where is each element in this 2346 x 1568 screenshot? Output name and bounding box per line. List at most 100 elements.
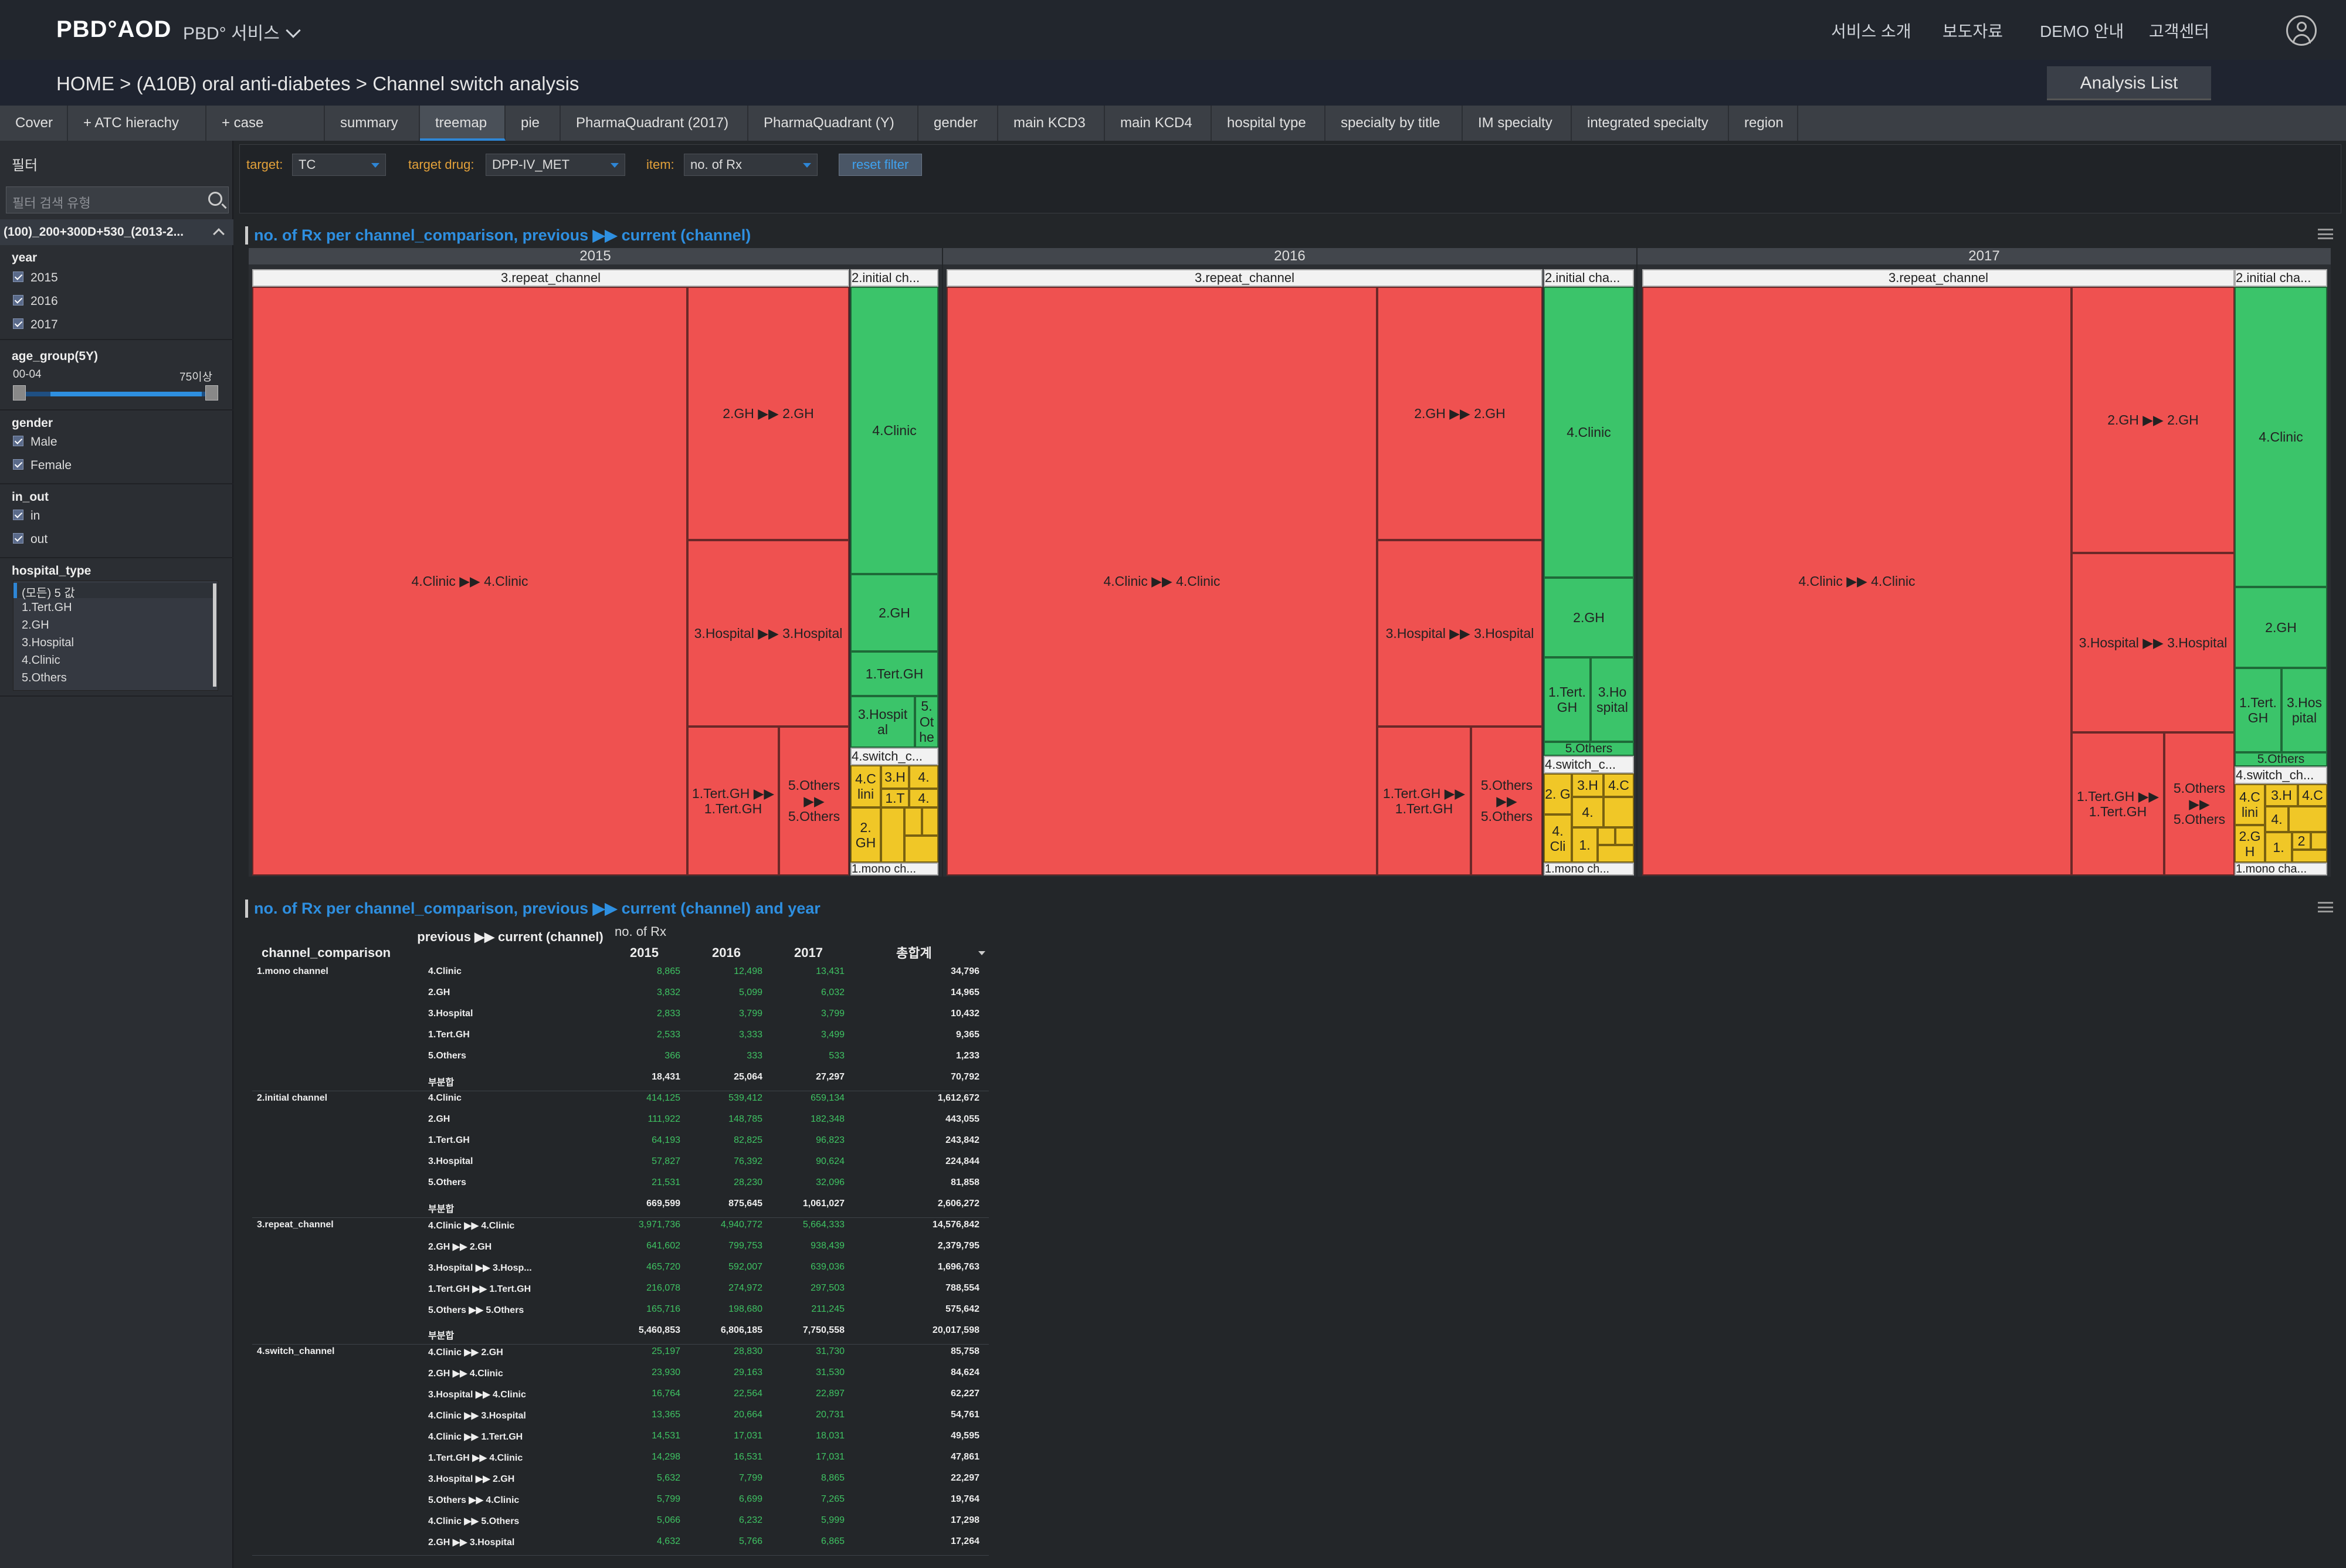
initial-hospital[interactable]: 3.Hos pital xyxy=(2281,668,2327,752)
tab-pharmaquadrant-2017[interactable]: PharmaQuadrant (2017) xyxy=(561,106,748,141)
nav-demo[interactable]: DEMO 안내 xyxy=(2040,22,2124,40)
repeat-gh-gh[interactable]: 2.GH ▶▶ 2.GH xyxy=(687,287,849,540)
year-2015-checkbox[interactable]: 2015 xyxy=(13,271,58,285)
tab-main-kcd4[interactable]: main KCD4 xyxy=(1105,106,1212,141)
hospital-item-tert-gh[interactable]: 1.Tert.GH xyxy=(22,601,72,614)
initial-tertgh[interactable]: 1.Tert. GH xyxy=(2235,668,2281,752)
switch-cell[interactable]: 1.T xyxy=(881,789,909,807)
nav-support[interactable]: 고객센터 xyxy=(2149,22,2210,40)
switch-cell[interactable]: 1. xyxy=(1572,827,1598,863)
year-2016-checkbox[interactable]: 2016 xyxy=(13,294,58,308)
checkbox-icon[interactable] xyxy=(13,295,23,306)
breadcrumb[interactable]: HOME > (A10B) oral anti-diabetes > Chann… xyxy=(56,73,579,94)
initial-clinic[interactable]: 4.Clinic xyxy=(850,287,938,574)
search-icon[interactable] xyxy=(208,192,222,206)
switch-cell-small[interactable] xyxy=(2311,832,2327,850)
initial-tertgh[interactable]: 1.Tert. GH xyxy=(1544,657,1591,742)
hospital-item-hospital[interactable]: 3.Hospital xyxy=(22,636,74,649)
switch-cell-small[interactable] xyxy=(2292,850,2327,863)
repeat-gh-gh[interactable]: 2.GH ▶▶ 2.GH xyxy=(1377,287,1542,540)
menu-icon[interactable] xyxy=(2318,229,2333,239)
switch-cell[interactable]: 4. xyxy=(1572,797,1603,827)
repeat-tertgh-tertgh[interactable]: 1.Tert.GH ▶▶ 1.Tert.GH xyxy=(687,727,779,875)
repeat-gh-gh[interactable]: 2.GH ▶▶ 2.GH xyxy=(2072,287,2235,553)
switch-cell[interactable]: 3.H xyxy=(881,765,909,789)
repeat-hospital-hospital[interactable]: 3.Hospital ▶▶ 3.Hospital xyxy=(1377,540,1542,727)
switch-cell-small[interactable] xyxy=(1598,845,1634,863)
repeat-hospital-hospital[interactable]: 3.Hospital ▶▶ 3.Hospital xyxy=(2072,553,2235,732)
tab-case-search[interactable]: + case search xyxy=(206,106,325,166)
hospital-item-all[interactable]: (모든) 5 값 xyxy=(22,587,75,600)
repeat-others-others[interactable]: 5.Others ▶▶ 5.Others xyxy=(1471,727,1542,875)
tab-im-specialty[interactable]: IM specialty xyxy=(1463,106,1572,141)
switch-cell[interactable]: 4. xyxy=(909,765,938,789)
hospital-type-list[interactable]: (모든) 5 값 1.Tert.GH 2.GH 3.Hospital 4.Cli… xyxy=(13,581,218,691)
nav-service-intro[interactable]: 서비스 소개 xyxy=(1831,22,1911,40)
repeat-clinic-clinic[interactable]: 4.Clinic ▶▶ 4.Clinic xyxy=(947,287,1377,875)
switch-cell[interactable]: 4. Cli xyxy=(1544,814,1572,863)
initial-others[interactable]: 5.Others xyxy=(1544,742,1634,756)
switch-cell[interactable]: 4. xyxy=(909,789,938,807)
in-checkbox[interactable]: in xyxy=(13,509,40,523)
repeat-hospital-hospital[interactable]: 3.Hospital ▶▶ 3.Hospital xyxy=(687,540,849,727)
item-select[interactable]: no. of Rx xyxy=(684,154,818,176)
target-select[interactable]: TC xyxy=(292,154,386,176)
filter-search-input[interactable]: 필터 검색 유형 xyxy=(6,186,229,213)
nav-press[interactable]: 보도자료 xyxy=(1942,22,2003,40)
target-drug-select[interactable]: DPP-IV_MET xyxy=(486,154,625,176)
slider-min-handle[interactable] xyxy=(13,385,26,401)
initial-others[interactable]: 5. Ot he xyxy=(915,696,938,748)
switch-cell[interactable]: 2. GH xyxy=(850,807,881,863)
switch-cell[interactable]: 2. G xyxy=(1544,773,1572,814)
switch-cell[interactable]: 1. xyxy=(2265,832,2292,863)
switch-cell-small[interactable] xyxy=(1603,797,1634,827)
service-menu[interactable]: PBD° 서비스 xyxy=(183,19,301,45)
checkbox-icon[interactable] xyxy=(13,533,23,544)
switch-cell[interactable]: 3.H xyxy=(2265,784,2298,806)
switch-cell-small[interactable] xyxy=(1615,827,1634,845)
dataset-dropdown[interactable]: (100)_200+300D+530_(2013-2... xyxy=(0,219,233,245)
initial-hospital[interactable]: 3.Ho spital xyxy=(1591,657,1634,742)
tab-gender[interactable]: gender xyxy=(918,106,998,141)
hospital-item-clinic[interactable]: 4.Clinic xyxy=(22,654,60,667)
checkbox-icon[interactable] xyxy=(13,271,23,283)
switch-cell[interactable]: 2 xyxy=(2292,832,2311,850)
initial-gh[interactable]: 2.GH xyxy=(1544,578,1634,657)
switch-cell-small[interactable] xyxy=(1598,827,1615,845)
tab-atc-hierarchy[interactable]: + ATC hierachy xyxy=(68,106,206,141)
initial-gh[interactable]: 2.GH xyxy=(2235,587,2327,668)
switch-cell[interactable]: 2.G H xyxy=(2235,825,2265,863)
tab-summary[interactable]: summary xyxy=(325,106,420,141)
switch-cell[interactable]: 4.C lini xyxy=(2235,784,2265,825)
checkbox-icon[interactable] xyxy=(13,510,23,521)
age-slider[interactable] xyxy=(13,385,218,401)
switch-cell[interactable]: 4. xyxy=(2265,806,2289,832)
switch-cell-small[interactable] xyxy=(881,807,904,863)
initial-hospital[interactable]: 3.Hospit al xyxy=(850,696,915,748)
switch-cell[interactable]: 4.C xyxy=(2298,784,2327,806)
repeat-others-others[interactable]: 5.Others ▶▶ 5.Others xyxy=(2164,732,2235,875)
analysis-list-button[interactable]: Analysis List xyxy=(2047,66,2211,100)
initial-clinic[interactable]: 4.Clinic xyxy=(2235,287,2327,587)
checkbox-icon[interactable] xyxy=(13,436,23,447)
menu-icon[interactable] xyxy=(2318,902,2333,912)
user-icon[interactable] xyxy=(2286,15,2317,46)
slider-max-handle[interactable] xyxy=(205,385,218,401)
checkbox-icon[interactable] xyxy=(13,459,23,470)
initial-others[interactable]: 5.Others xyxy=(2235,752,2327,766)
list-scrollbar[interactable] xyxy=(213,583,216,687)
hospital-item-gh[interactable]: 2.GH xyxy=(22,619,49,632)
year-2017-checkbox[interactable]: 2017 xyxy=(13,318,58,332)
initial-clinic[interactable]: 4.Clinic xyxy=(1544,287,1634,578)
reset-filter-button[interactable]: reset filter xyxy=(839,154,922,176)
tab-hospital-type[interactable]: hospital type xyxy=(1212,106,1325,141)
tab-pie[interactable]: pie xyxy=(506,106,561,141)
switch-cell-small[interactable] xyxy=(2289,806,2327,832)
initial-gh[interactable]: 2.GH xyxy=(850,574,938,651)
out-checkbox[interactable]: out xyxy=(13,532,48,547)
switch-cell-small[interactable] xyxy=(904,836,938,863)
repeat-tertgh-tertgh[interactable]: 1.Tert.GH ▶▶ 1.Tert.GH xyxy=(1377,727,1471,875)
tab-main-kcd3[interactable]: main KCD3 xyxy=(998,106,1105,141)
gender-female-checkbox[interactable]: Female xyxy=(13,459,72,473)
hospital-item-others[interactable]: 5.Others xyxy=(22,671,67,684)
